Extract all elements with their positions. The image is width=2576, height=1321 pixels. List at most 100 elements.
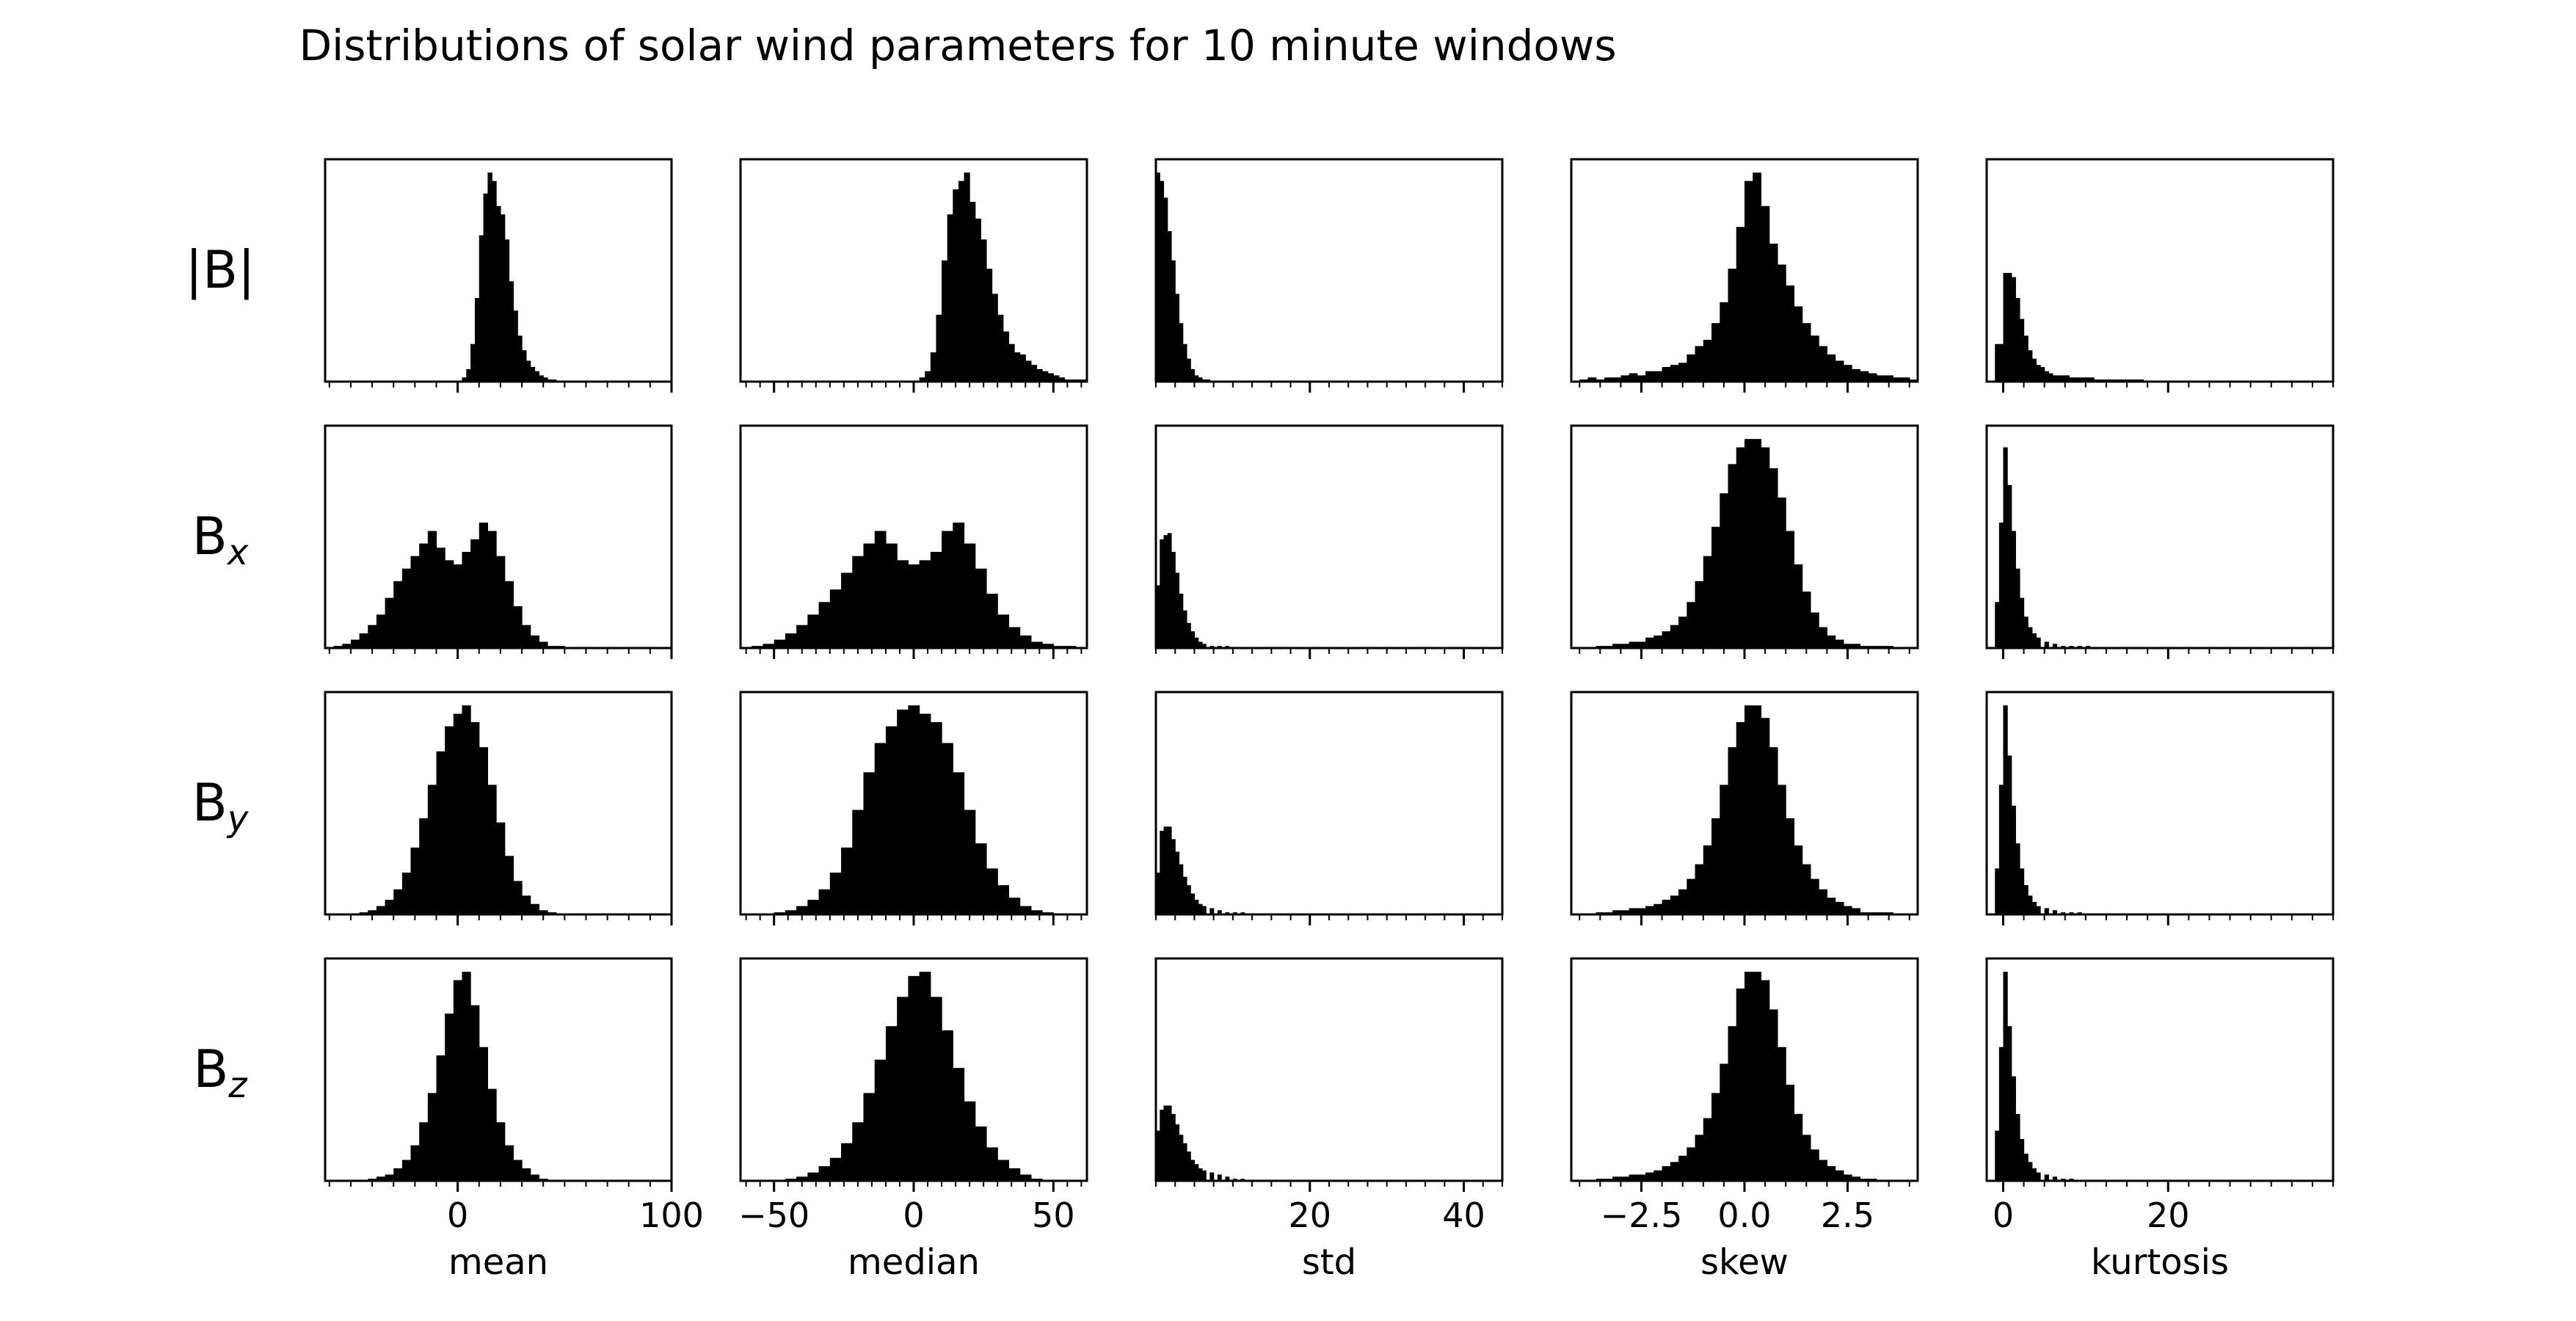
histogram-bar xyxy=(342,644,352,648)
histogram-bar xyxy=(483,193,489,382)
histogram-bar xyxy=(863,1093,876,1181)
histogram-bar xyxy=(393,581,403,648)
panel-by-median xyxy=(739,691,1088,925)
histogram-bar xyxy=(2015,843,2020,914)
histogram-bar xyxy=(2052,375,2062,382)
histogram-bar xyxy=(919,713,931,914)
tick-label: 50 xyxy=(1032,1196,1075,1235)
panel-by-std xyxy=(1154,691,1504,925)
histogram-bar xyxy=(852,556,865,648)
histogram-bar xyxy=(2011,805,2016,914)
histogram-bar xyxy=(1901,377,1910,382)
histogram-bar xyxy=(466,368,471,382)
histogram-bar xyxy=(1612,1176,1630,1181)
histogram-bar xyxy=(930,997,942,1181)
histogram-panels: 0 100 mean −50 0 50 median 20 40 std −2.5 0.0 2.5 ske… xyxy=(324,158,2335,1283)
histogram-bar xyxy=(2015,568,2020,648)
tick-label: 0 xyxy=(447,1196,468,1235)
histogram-bar xyxy=(818,1166,831,1181)
histogram-bar xyxy=(368,625,377,648)
histogram-bar xyxy=(1160,181,1165,382)
histogram-bar xyxy=(1893,377,1902,382)
figure-title: Distributions of solar wind parameters f… xyxy=(299,21,1616,70)
histogram-bar xyxy=(1810,335,1819,382)
histogram-bar xyxy=(500,214,506,382)
histogram-bar xyxy=(1179,593,1184,648)
histogram-bar xyxy=(785,910,797,914)
histogram-bar xyxy=(1678,363,1687,382)
histogram-bar xyxy=(496,1122,506,1181)
axes-frame xyxy=(1154,957,1504,1182)
histogram-bar xyxy=(1198,377,1203,382)
histogram-bar xyxy=(975,843,987,914)
histogram-bar xyxy=(919,972,931,1181)
histogram-bar xyxy=(2052,644,2058,648)
histogram-bar xyxy=(829,589,842,648)
histogram-bar xyxy=(419,818,429,914)
histogram-bar xyxy=(504,239,510,382)
histogram-bar xyxy=(1175,851,1180,914)
panel-by-skew xyxy=(1570,691,1919,925)
histogram-bar xyxy=(774,639,786,648)
histogram-bar xyxy=(1885,375,1893,382)
panel-bx-median xyxy=(739,424,1088,659)
histogram-bar xyxy=(807,900,820,914)
axes-frame xyxy=(1985,158,2335,383)
histogram-bar xyxy=(807,1172,820,1181)
histogram-bar xyxy=(2003,705,2008,914)
histogram-bar xyxy=(1167,533,1172,648)
histogram-bar xyxy=(522,625,531,648)
histogram-bar xyxy=(1179,323,1184,382)
histogram-bar xyxy=(1786,285,1795,382)
histogram-bar xyxy=(1802,323,1811,382)
histogram-bar xyxy=(2003,447,2008,648)
axes-frame xyxy=(1985,957,2335,1182)
histogram-bar xyxy=(1042,644,1054,648)
histogram-bar xyxy=(1186,358,1191,382)
histogram-bar xyxy=(487,1088,497,1181)
histogram-bar xyxy=(1008,343,1015,382)
histogram-bar xyxy=(2036,906,2041,914)
histogram-bar xyxy=(522,350,527,382)
panel-mag-median xyxy=(739,158,1088,393)
panel-by-mean xyxy=(324,691,673,925)
histogram-bar xyxy=(841,1143,853,1181)
histogram-bar xyxy=(410,847,420,914)
histogram-bar xyxy=(2044,641,2049,648)
histogram-bar xyxy=(470,539,480,648)
histogram-bar xyxy=(543,377,548,382)
histogram-bar xyxy=(479,235,484,382)
histogram-bar xyxy=(796,906,808,914)
histogram-bar xyxy=(975,568,987,648)
axes-frame xyxy=(324,158,673,383)
histogram-bar xyxy=(908,705,920,914)
histogram-bar xyxy=(930,721,942,914)
histogram-bar xyxy=(2019,868,2025,914)
row-label-bz: Bz xyxy=(193,1039,248,1106)
histogram-bar xyxy=(1175,1124,1180,1181)
histogram-bar xyxy=(1186,1151,1191,1181)
histogram-bar xyxy=(942,260,948,382)
histogram-bar xyxy=(1175,572,1180,648)
x-axis-label: mean xyxy=(448,1242,548,1283)
x-axis-label: kurtosis xyxy=(2091,1242,2229,1283)
histogram-bar xyxy=(2019,1139,2025,1181)
panel-bx-std xyxy=(1154,424,1504,659)
histogram-bar xyxy=(1036,368,1043,382)
histogram-bar xyxy=(897,997,909,1181)
histogram-bar xyxy=(1182,1143,1187,1181)
histogram-bar xyxy=(487,172,492,382)
histogram-bar xyxy=(852,1122,865,1181)
histogram-bar xyxy=(874,1059,887,1181)
histogram-bar xyxy=(1852,368,1860,382)
histogram-bar xyxy=(487,531,497,648)
histogram-bar xyxy=(1794,306,1803,382)
histogram-bar xyxy=(2061,375,2070,382)
histogram-bar xyxy=(1190,631,1196,648)
histogram-bar xyxy=(986,593,998,648)
histogram-bar xyxy=(462,972,471,1181)
histogram-bar xyxy=(436,547,445,648)
histogram-bar xyxy=(1995,602,2000,648)
panel-bx-mean xyxy=(324,424,673,659)
